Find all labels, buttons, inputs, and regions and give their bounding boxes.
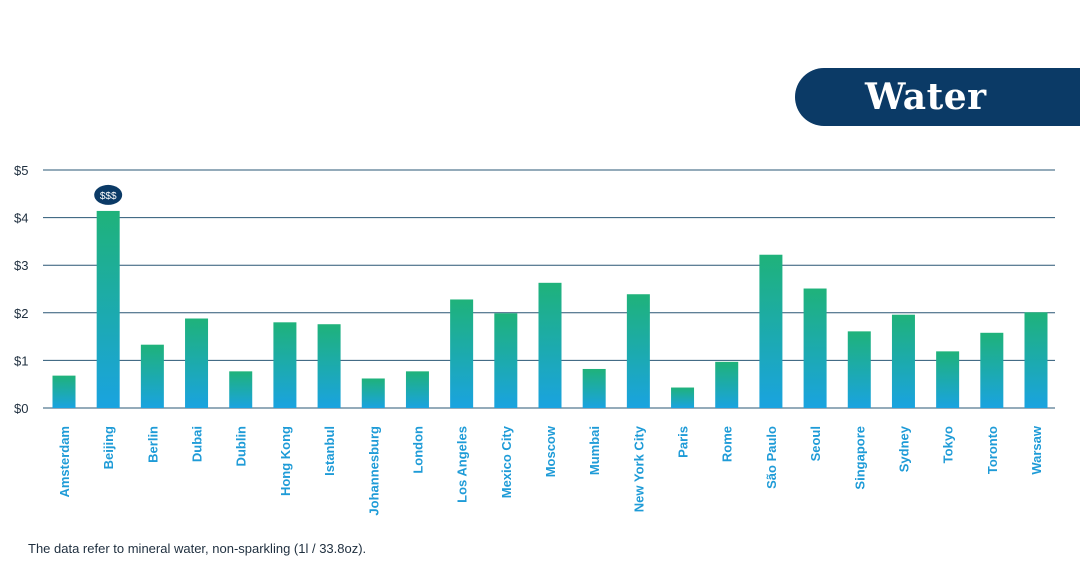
bar-beijing [96,210,120,408]
bar-moscow [538,282,562,408]
y-tick-label: $3 [14,258,28,273]
chart-title: Water [865,76,987,118]
bar-s-o-paulo [759,254,783,408]
highlight-badge: $$$ [94,184,123,205]
x-tick-label: Sydney [896,425,911,472]
y-tick-label: $2 [14,306,28,321]
x-tick-label: Dubai [190,426,205,462]
x-tick-label: London [410,426,425,474]
bar-tokyo [936,351,960,408]
y-tick-label: $0 [14,401,28,416]
bar-sydney [891,314,915,408]
x-tick-label: Dublin [234,426,249,466]
x-tick-label: Singapore [852,426,867,490]
bar-mumbai [582,368,606,408]
x-tick-label: New York City [631,425,646,512]
bar-johannesburg [361,378,385,408]
bar-hong-kong [273,322,297,408]
bar-berlin [140,344,164,408]
y-axis-ticks: $0 $1 $2 $3 $4 $5 [14,163,28,416]
x-tick-label: Johannesburg [366,426,381,516]
bar-chart: $0 $1 $2 $3 $4 $5 Amsterdam Beijing Berlin Dubai… [14,163,1055,516]
bar-paris [671,387,695,408]
bar-rome [715,361,739,408]
bar-los-angeles [450,299,474,408]
bar-new-york-city [626,294,650,408]
x-tick-label: Seoul [808,426,823,461]
x-tick-label: Mexico City [499,425,514,498]
bar-istanbul [317,324,341,408]
bar-dubai [185,318,209,408]
bar-london [405,371,429,408]
bar-mexico-city [494,313,518,408]
bar-seoul [803,288,827,408]
x-tick-label: Los Angeles [455,426,470,503]
x-tick-label: Mumbai [587,426,602,475]
x-tick-label: São Paulo [764,426,779,489]
bar-dublin [229,371,253,408]
bar-warsaw [1024,312,1048,408]
x-tick-label: Berlin [145,426,160,463]
x-tick-label: Amsterdam [57,426,72,498]
bars [52,210,1048,408]
y-tick-label: $4 [14,211,28,226]
x-tick-label: Tokyo [941,426,956,463]
x-tick-label: Beijing [101,426,116,469]
x-tick-label: Rome [720,426,735,462]
chart-title-banner: Water [795,68,1080,126]
x-tick-label: Paris [676,426,691,458]
x-tick-label: Hong Kong [278,426,293,496]
bar-singapore [847,331,871,408]
x-tick-label: Istanbul [322,426,337,476]
footnote: The data refer to mineral water, non-spa… [28,541,367,556]
x-tick-label: Toronto [985,426,1000,474]
y-tick-label: $1 [14,353,28,368]
x-tick-label: Moscow [543,425,558,477]
bar-amsterdam [52,375,76,408]
y-tick-label: $5 [14,163,28,178]
x-axis-labels: Amsterdam Beijing Berlin Dubai Dublin Hong Ko… [57,425,1044,515]
highlight-badge-shape [94,184,123,205]
x-tick-label: Warsaw [1029,425,1044,475]
bar-toronto [980,332,1004,408]
highlight-badge-label: $$$ [100,191,117,202]
